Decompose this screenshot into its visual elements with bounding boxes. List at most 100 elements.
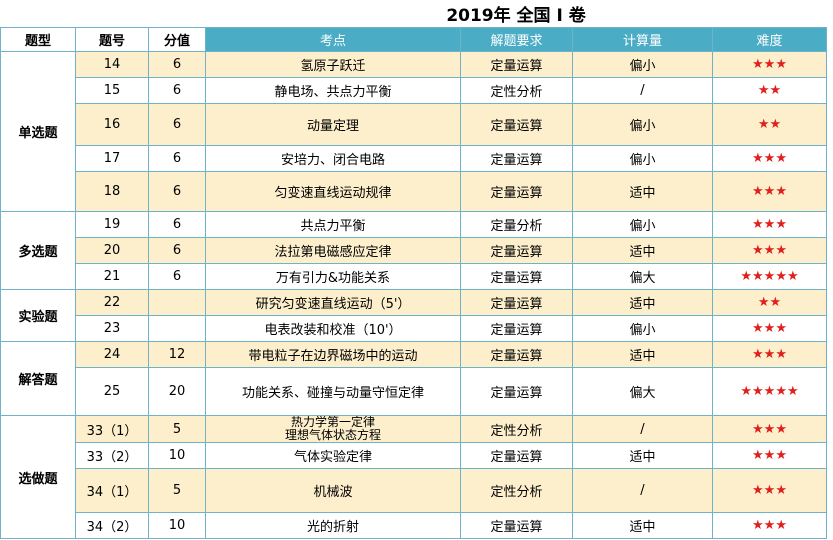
header-cell: 题型	[0, 27, 76, 52]
cell: 定量运算	[460, 289, 573, 316]
data-row: 23 电表改装和校准（10'） 定量运算 偏小 ★★★	[1, 315, 828, 342]
header-cell: 解题要求	[460, 27, 573, 52]
cell: 带电粒子在边界磁场中的运动	[205, 341, 461, 368]
data-row: 25 20 功能关系、碰撞与动量守恒定律 定量运算 偏大 ★★★★★	[1, 367, 828, 416]
cell: 23	[75, 315, 149, 342]
cell: 匀变速直线运动规律	[205, 171, 461, 212]
cell: 定量运算	[460, 315, 573, 342]
cell: 6	[148, 145, 206, 172]
cell: 6	[148, 263, 206, 290]
cell: 6	[148, 103, 206, 146]
cell: 定性分析	[460, 77, 573, 104]
data-row: 34（2） 10 光的折射 定量运算 适中 ★★★	[1, 512, 828, 539]
cell: 偏小	[572, 103, 713, 146]
header-row: 题型 题号 分值 考点 解题要求 计算量 难度	[0, 27, 828, 52]
data-row: 多选题 19 6 共点力平衡 定量分析 偏小 ★★★	[0, 211, 828, 290]
group-cell: 选做题	[0, 415, 76, 539]
cell: 电表改装和校准（10'）	[205, 315, 461, 342]
stars: ★★★	[711, 211, 828, 238]
data-row: 16 6 动量定理 定量运算 偏小 ★★	[0, 103, 828, 146]
cell: 适中	[572, 289, 713, 316]
cell: 5	[148, 468, 206, 513]
group-cell: 多选题	[0, 211, 76, 290]
cell: 6	[148, 77, 206, 104]
cell: 15	[75, 77, 149, 104]
stars: ★★	[711, 77, 828, 104]
data-row: 17 6 安培力、闭合电路 定量运算 偏小 ★★★	[1, 145, 828, 172]
cell: 定量运算	[460, 263, 573, 290]
title-row: 2019年 全国 I 卷	[1, 0, 827, 28]
cell	[148, 289, 206, 316]
cell: 适中	[572, 341, 713, 368]
cell: 适中	[572, 171, 713, 212]
cell: 10	[148, 442, 206, 469]
cell: 适中	[572, 442, 713, 469]
cell: 万有引力&功能关系	[205, 263, 461, 290]
cell: 6	[148, 171, 206, 212]
cell: 偏小	[572, 51, 713, 78]
cell: 偏小	[572, 145, 713, 172]
cell: 33（2）	[75, 442, 149, 469]
stars: ★★★	[711, 442, 828, 469]
cell: 研究匀变速直线运动（5'）	[205, 289, 461, 316]
cell: 机械波	[205, 468, 461, 513]
stars: ★★★★★	[711, 367, 828, 416]
cell: /	[572, 415, 713, 443]
cell: 定量运算	[460, 51, 573, 78]
stars: ★★★	[711, 415, 828, 443]
cell: 定量运算	[460, 103, 573, 146]
header-cell: 题号	[75, 27, 149, 52]
header-cell: 难度	[711, 27, 828, 52]
stars: ★★★	[711, 51, 828, 78]
cell: 定量分析	[460, 211, 573, 238]
data-row: 选做题 33（1） 5 热力学第一定律 理想气体状态方程 定性分析 / ★★★	[0, 415, 828, 539]
data-row: 21 6 万有引力&功能关系 定量运算 偏大 ★★★★★	[1, 263, 828, 290]
cell: 法拉第电磁感应定律	[205, 237, 461, 264]
stars: ★★★	[711, 237, 828, 264]
cell: /	[572, 77, 713, 104]
data-row: 15 6 静电场、共点力平衡 定性分析 / ★★	[1, 77, 828, 104]
cell: 20	[75, 237, 149, 264]
cell: 34（1）	[75, 468, 149, 513]
cell: 动量定理	[205, 103, 461, 146]
cell: 定量运算	[460, 145, 573, 172]
cell: 17	[75, 145, 149, 172]
cell: 偏大	[572, 263, 713, 290]
stars: ★★★	[711, 315, 828, 342]
group-cell: 单选题	[0, 51, 76, 212]
cell: 偏大	[572, 367, 713, 416]
data-row: 20 6 法拉第电磁感应定律 定量运算 适中 ★★★	[0, 237, 828, 264]
cell: 21	[75, 263, 149, 290]
cell: 光的折射	[205, 512, 461, 539]
cell: 定性分析	[460, 468, 573, 513]
cell: 12	[148, 341, 206, 368]
stars: ★★★	[711, 468, 828, 513]
cell: 定量运算	[460, 237, 573, 264]
cell: 6	[148, 211, 206, 238]
data-row: 解答题 24 12 带电粒子在边界磁场中的运动 定量运算 适中 ★★★	[0, 341, 828, 416]
cell: 10	[148, 512, 206, 539]
cell: 安培力、闭合电路	[205, 145, 461, 172]
cell: 22	[75, 289, 149, 316]
cell: 14	[75, 51, 149, 78]
stars: ★★	[711, 103, 828, 146]
cell: 氢原子跃迁	[205, 51, 461, 78]
blank	[1, 0, 206, 28]
cell: 定量运算	[460, 442, 573, 469]
cell: 6	[148, 51, 206, 78]
cell: 定性分析	[460, 415, 573, 443]
cell: 偏小	[572, 315, 713, 342]
stars: ★★★	[711, 341, 828, 368]
data-row: 34（1） 5 机械波 定性分析 / ★★★	[0, 468, 828, 513]
stars: ★★★	[711, 145, 828, 172]
cell: 适中	[572, 237, 713, 264]
cell: 定量运算	[460, 512, 573, 539]
title: 2019年 全国 I 卷	[446, 6, 586, 26]
cell: 18	[75, 171, 149, 212]
cell: 16	[75, 103, 149, 146]
cell: 20	[148, 367, 206, 416]
cell: 6	[148, 237, 206, 264]
cell: 33（1）	[75, 415, 149, 443]
